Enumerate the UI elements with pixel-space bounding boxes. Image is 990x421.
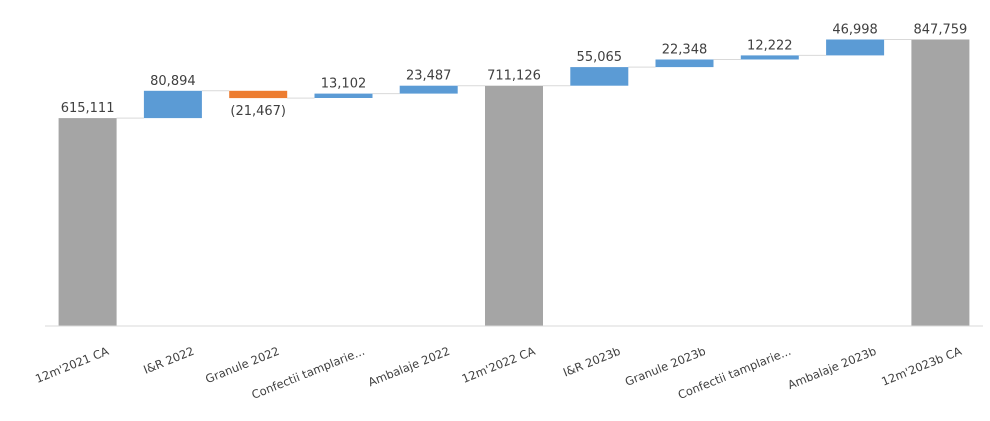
value-label-6: 55,065	[577, 50, 623, 65]
category-label-4: Ambalaje 2022	[366, 344, 452, 390]
value-label-1: 80,894	[150, 74, 196, 89]
bar-8	[740, 55, 799, 60]
bar-9	[826, 39, 885, 56]
value-label-9: 46,998	[832, 23, 878, 38]
category-label-1: I&R 2022	[141, 344, 196, 377]
bar-6	[570, 67, 629, 86]
bar-2	[229, 90, 288, 99]
category-label-10: 12m'2023b CA	[879, 344, 963, 389]
connector-lines	[116, 39, 912, 119]
category-labels: 12m'2021 CA I&R 2022 Granule 2022Confectii…	[33, 344, 963, 402]
category-label-6: I&R 2023b	[561, 344, 622, 380]
value-label-4: 23,487	[406, 69, 452, 84]
category-label-0: 12m'2021 CA	[33, 344, 111, 386]
value-label-10: 847,759	[914, 23, 968, 38]
value-label-0: 615,111	[61, 101, 115, 116]
category-label-9: Ambalaje 2023b	[786, 344, 879, 392]
bar-5	[485, 85, 543, 326]
bar-7	[655, 59, 714, 68]
bar-1	[143, 90, 202, 119]
bar-0	[58, 118, 117, 326]
value-label-2: (21,467)	[230, 104, 286, 119]
value-label-7: 22,348	[662, 43, 708, 58]
value-labels: 615,111 80,894 (21,467) 13,102 23,487 711,126…	[61, 23, 968, 120]
bar-10	[911, 39, 970, 326]
bar-3	[314, 93, 373, 98]
value-label-5: 711,126	[487, 69, 541, 84]
value-label-3: 13,102	[321, 77, 367, 92]
bars	[58, 39, 970, 326]
bar-4	[399, 85, 458, 94]
value-label-8: 12,222	[747, 38, 793, 53]
category-label-5: 12m'2022 CA	[460, 344, 538, 386]
